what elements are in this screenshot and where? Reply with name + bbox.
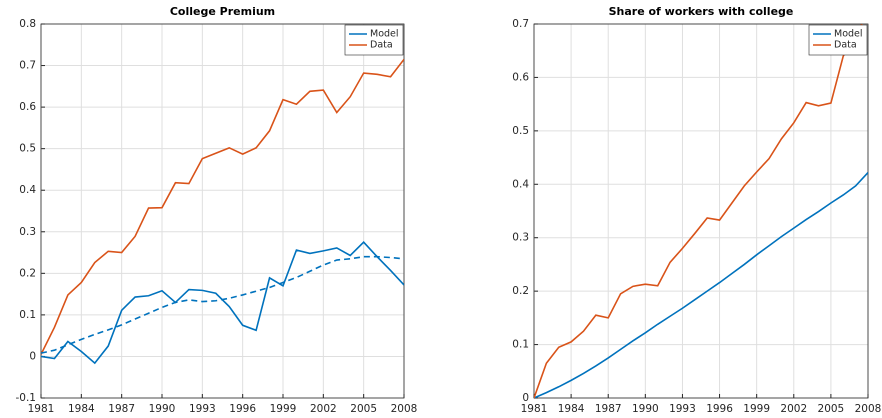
x-tick-label: 1981 (521, 403, 548, 415)
y-tick-label: 0.5 (512, 125, 529, 137)
legend-label: Data (370, 40, 393, 51)
x-tick-label: 1990 (149, 403, 176, 415)
y-tick-label: 0.3 (512, 232, 529, 244)
x-tick-label: 1993 (669, 403, 696, 415)
y-tick-label: 0.4 (19, 184, 36, 196)
x-tick-label: 1996 (229, 403, 256, 415)
y-tick-label: 0.3 (19, 226, 36, 238)
y-tick-label: 0.2 (512, 285, 529, 297)
y-tick-label: 0.7 (19, 60, 36, 72)
legend-box (344, 24, 404, 56)
x-tick-label: 1981 (28, 403, 55, 415)
chart-title: College Premium (170, 5, 275, 18)
x-tick-label: 2002 (310, 403, 337, 415)
y-tick-label: -0.1 (16, 392, 37, 404)
x-tick-label: 2005 (350, 403, 377, 415)
plot-area: -0.1 0 0.1 0.2 0.3 0.4 0.5 0.6 0.7 0.8 1981 1984 198… (16, 18, 418, 415)
x-tick-label: 1987 (108, 403, 135, 415)
x-tick-label: 2002 (780, 403, 807, 415)
y-tick-label: 0.6 (512, 71, 529, 83)
y-tick-label: 0.5 (19, 143, 36, 155)
x-tick-label: 1999 (743, 403, 770, 415)
legend-label: Data (834, 40, 857, 51)
series-line (41, 241, 404, 365)
x-tick-label: 1996 (706, 403, 733, 415)
y-tick-label: 0.6 (19, 101, 36, 113)
legend-box (808, 24, 868, 56)
plot-area: 0 0.1 0.2 0.3 0.4 0.5 0.6 0.7 1981 1984 1987 1990 19… (512, 18, 881, 415)
x-tick-label: 1990 (632, 403, 659, 415)
x-tick-label: 1984 (558, 403, 585, 415)
x-tick-label: 1999 (270, 403, 297, 415)
chart-title: Share of workers with college (609, 5, 794, 18)
legend-label: Model (370, 29, 399, 40)
axes-box (533, 23, 869, 399)
x-tick-label: 2008 (855, 403, 882, 415)
axes-box (40, 23, 405, 399)
y-tick-label: 0.1 (512, 339, 529, 351)
series-line (41, 255, 404, 354)
series-line (41, 58, 404, 355)
y-tick-label: 0.2 (19, 267, 36, 279)
y-tick-label: 0 (522, 392, 529, 404)
series-line (534, 171, 868, 398)
y-tick-label: 0.8 (19, 18, 36, 30)
x-tick-label: 2008 (391, 403, 418, 415)
x-tick-label: 1984 (68, 403, 95, 415)
y-tick-label: 0 (29, 350, 36, 362)
series-line (534, 24, 863, 398)
x-tick-label: 2005 (818, 403, 845, 415)
legend-label: Model (834, 29, 863, 40)
y-tick-label: 0.7 (512, 18, 529, 30)
series-group (41, 58, 404, 365)
y-tick-label: 0.1 (19, 309, 36, 321)
x-tick-label: 1987 (595, 403, 622, 415)
x-tick-label: 1993 (189, 403, 216, 415)
series-group (534, 24, 868, 398)
y-tick-label: 0.4 (512, 178, 529, 190)
